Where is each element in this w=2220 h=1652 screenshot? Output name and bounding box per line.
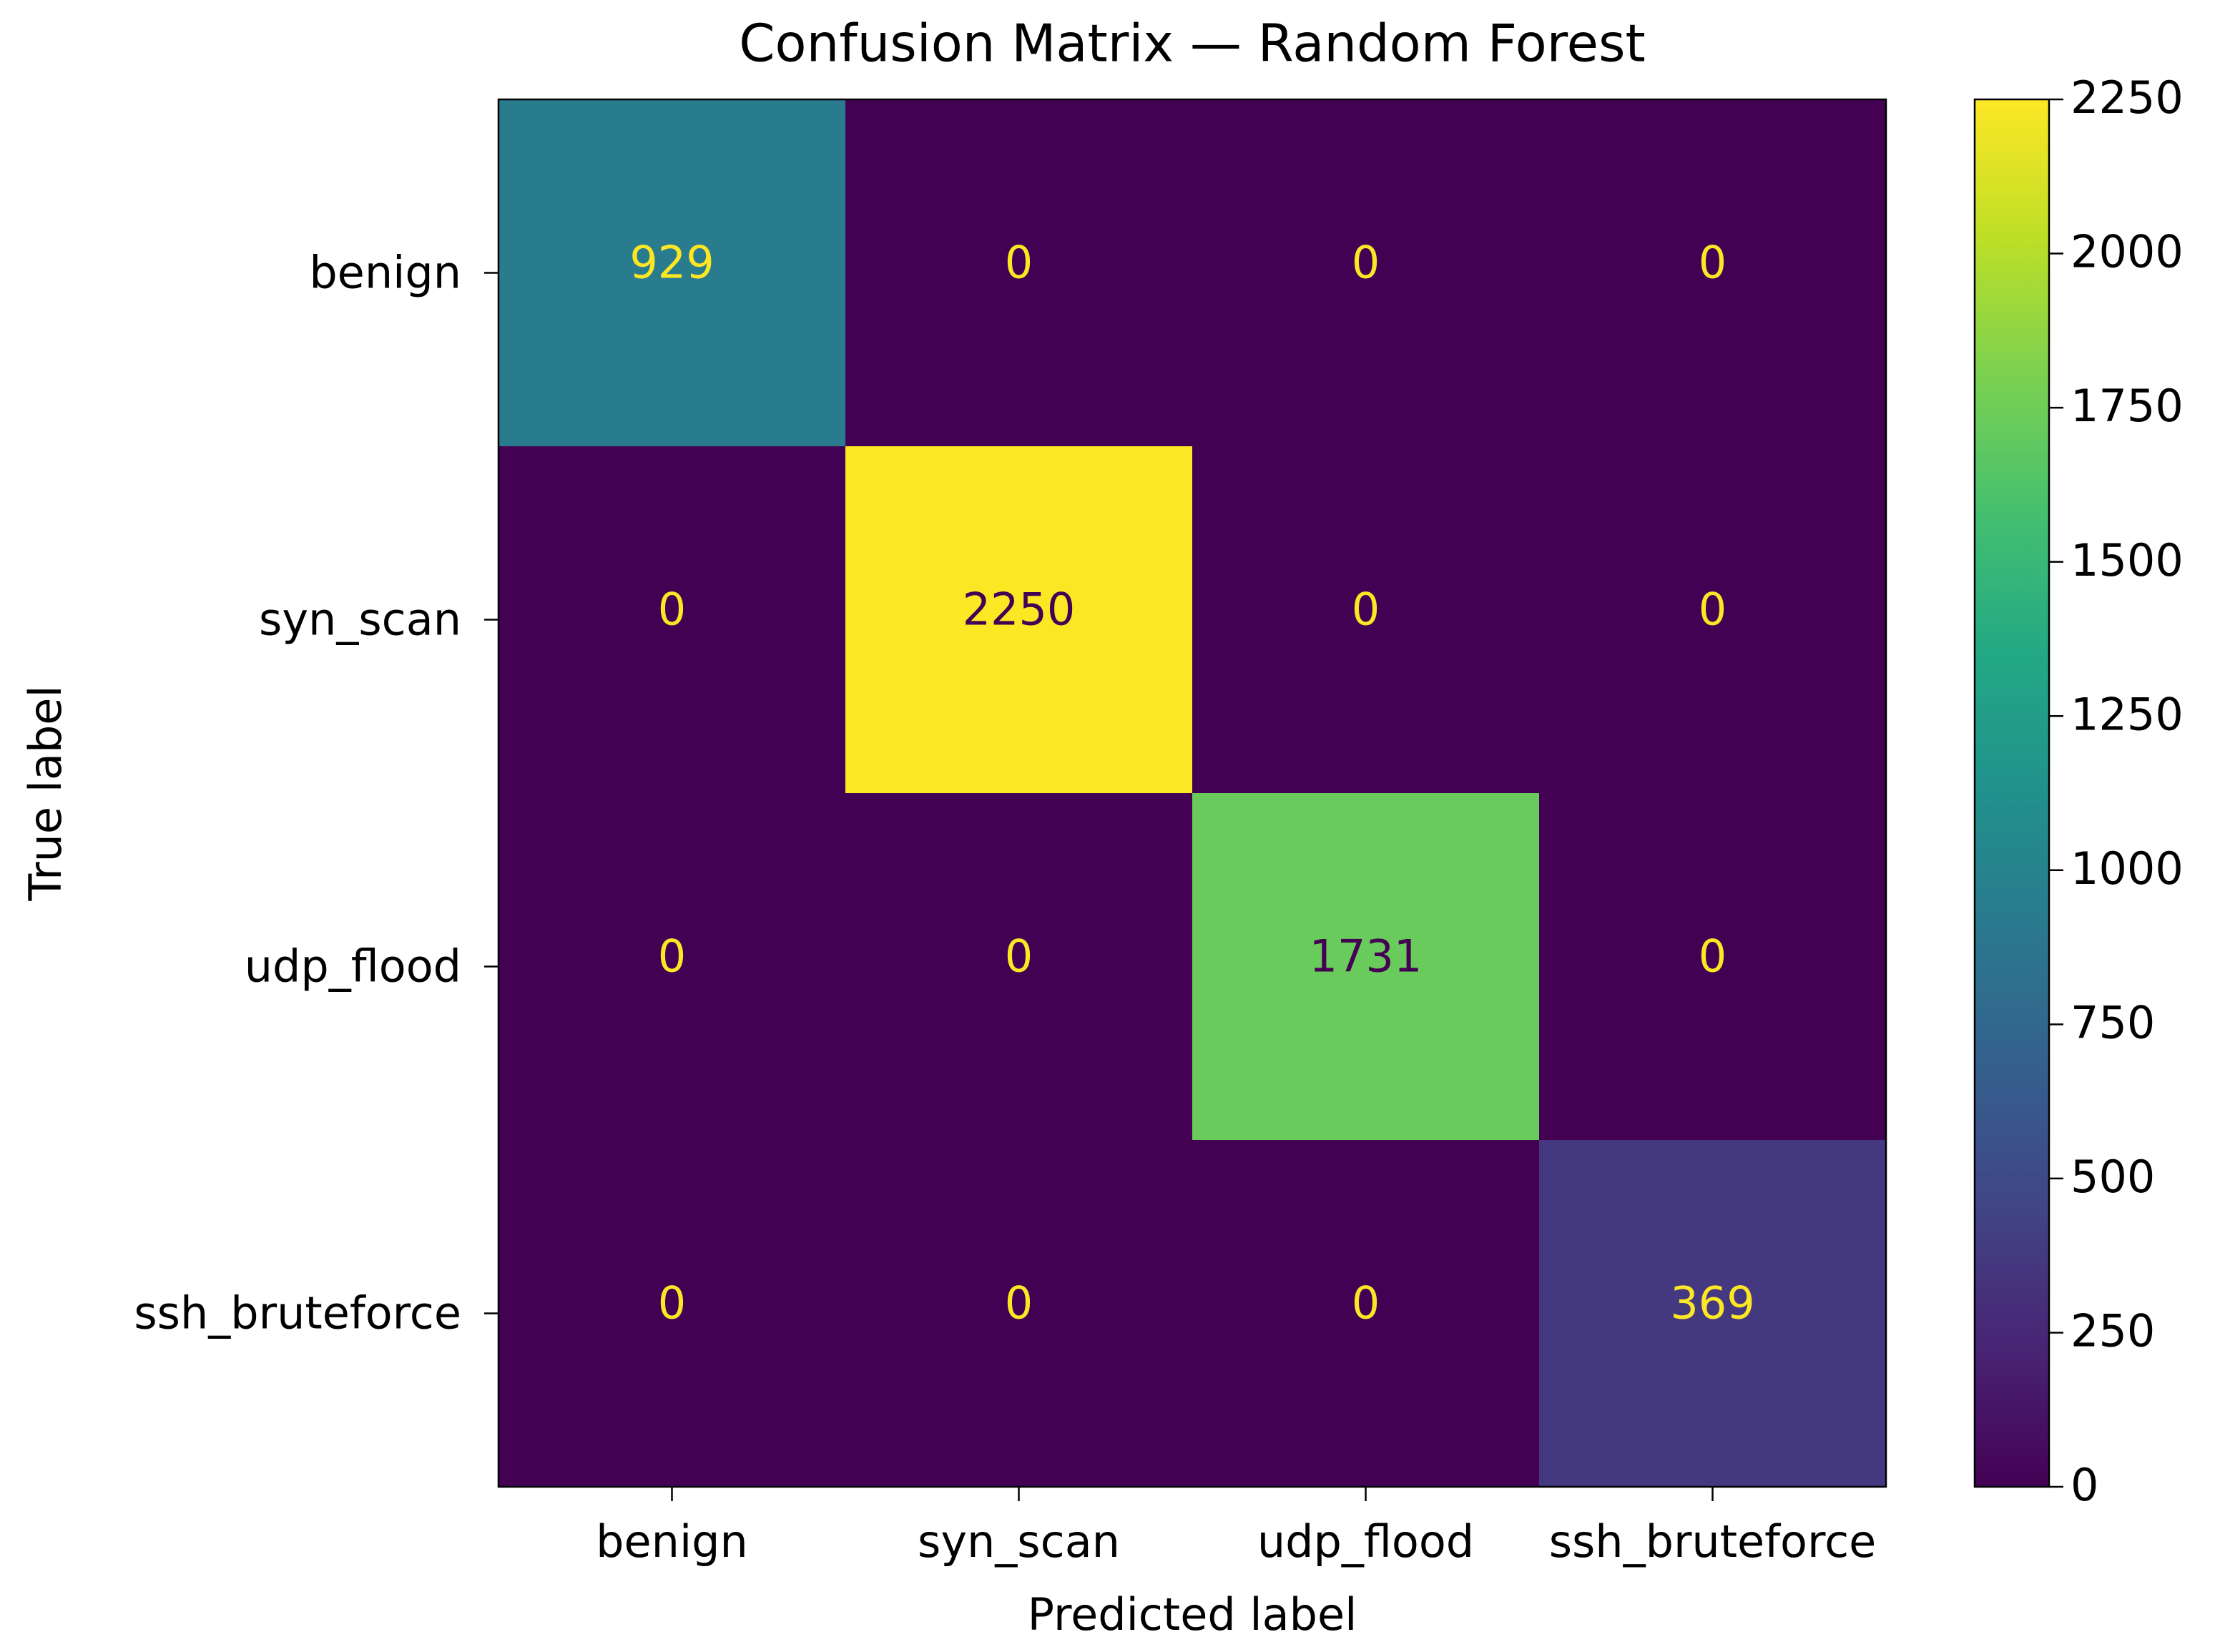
cell-label: 0 — [1699, 584, 1727, 636]
cell-label: 0 — [1005, 930, 1033, 983]
chart-title: Confusion Matrix — Random Forest — [739, 14, 1645, 74]
y-tick-label: benign — [309, 247, 461, 299]
cell-label: 0 — [1699, 930, 1727, 983]
heatmap-cell — [845, 1140, 1193, 1488]
heatmap-cell — [498, 1140, 846, 1488]
heatmap-cell — [1539, 793, 1887, 1141]
cell-label: 0 — [1352, 584, 1380, 636]
y-tick-label: udp_flood — [245, 940, 461, 993]
cell-label: 2250 — [963, 584, 1076, 636]
heatmap-cell — [498, 793, 846, 1141]
colorbar-tick-label: 250 — [2071, 1305, 2155, 1357]
cell-label: 0 — [1005, 1277, 1033, 1329]
colorbar-tick-label: 1750 — [2071, 380, 2184, 432]
cell-label: 0 — [658, 1277, 686, 1329]
heatmap-cell — [845, 793, 1193, 1141]
colorbar-tick-label: 750 — [2071, 996, 2155, 1048]
colorbar-tick-label: 1000 — [2071, 842, 2184, 895]
colorbar-tick-label: 500 — [2071, 1151, 2155, 1203]
heatmap-cell — [1539, 1140, 1887, 1488]
cell-label: 0 — [1352, 1277, 1380, 1329]
heatmap-cell — [845, 99, 1193, 447]
y-tick-label: syn_scan — [259, 594, 461, 646]
heatmap-cell — [1539, 99, 1887, 447]
colorbar-tick-label: 2250 — [2071, 72, 2184, 124]
colorbar-tick-label: 1500 — [2071, 534, 2184, 586]
y-axis-label: True label — [19, 685, 72, 901]
heatmap-cell — [845, 446, 1193, 794]
cell-label: 1731 — [1310, 930, 1423, 983]
y-tick-label: ssh_bruteforce — [134, 1287, 461, 1339]
colorbar-tick-label: 0 — [2071, 1459, 2098, 1511]
heatmap-cell — [1192, 1140, 1540, 1488]
cell-label: 0 — [1005, 237, 1033, 289]
heatmap-cell — [498, 99, 846, 447]
colorbar-tick-label: 1250 — [2071, 688, 2184, 740]
cell-label: 929 — [629, 237, 714, 289]
heatmap-cell — [1192, 99, 1540, 447]
cell-label: 0 — [658, 930, 686, 983]
heatmap-cell — [1539, 446, 1887, 794]
cell-label: 0 — [658, 584, 686, 636]
cell-label: 0 — [1699, 237, 1727, 289]
heatmap-cell — [1192, 793, 1540, 1141]
x-tick-label: ssh_bruteforce — [1549, 1515, 1877, 1568]
x-axis-label: Predicted label — [1028, 1588, 1357, 1641]
x-tick-label: udp_flood — [1257, 1515, 1474, 1568]
colorbar — [1973, 98, 2050, 1488]
x-tick-label: syn_scan — [918, 1515, 1120, 1568]
colorbar-tick-label: 2000 — [2071, 226, 2184, 278]
cell-label: 0 — [1352, 237, 1380, 289]
heatmap-cell — [1192, 446, 1540, 794]
cell-label: 369 — [1670, 1277, 1754, 1329]
x-tick-label: benign — [596, 1515, 748, 1568]
heatmap-cell — [498, 446, 846, 794]
plot-frame — [497, 98, 1887, 1488]
